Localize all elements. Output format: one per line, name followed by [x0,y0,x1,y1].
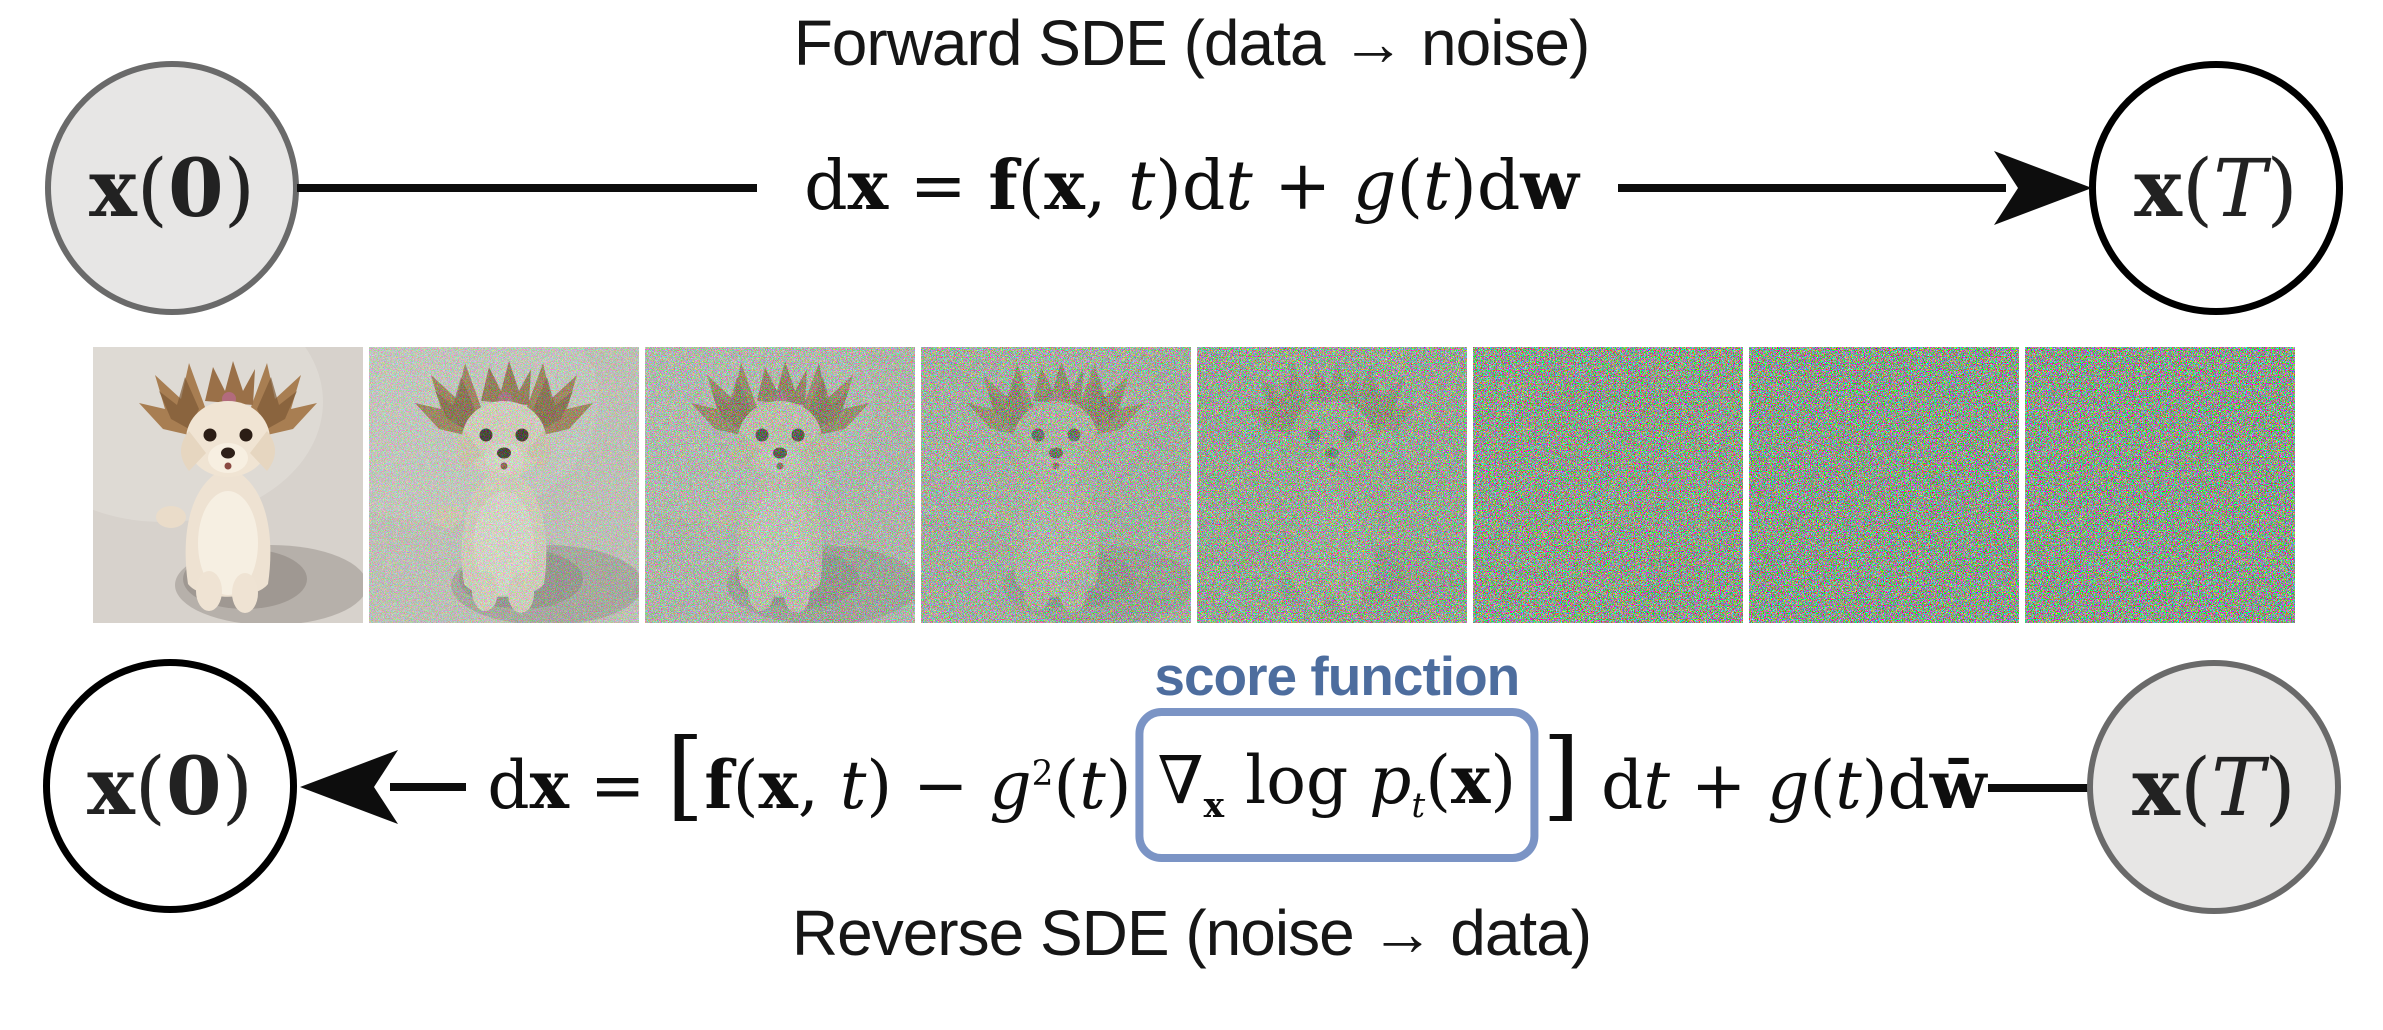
noise-frame [1749,347,2019,623]
node-x0-reverse: x(0) [43,659,297,913]
forward-sde-title: Forward SDE (data → noise) [793,7,1591,79]
score-function-term: ∇x log pt(x) [1157,740,1517,826]
noise-frame [1473,347,1743,623]
reverse-sde-title: Reverse SDE (noise → data) [791,897,1592,969]
reverse-line-left [390,783,466,791]
reverse-equation: dx = [f(x, t) − g2(t) score function ∇x … [487,649,1987,862]
node-xT-forward-label: x(T) [2134,141,2298,235]
forward-line-left [297,184,757,192]
forward-equation: dx = f(x, t)dt + g(t)dw [804,146,1579,226]
score-function-label: score function [1154,645,1520,707]
reverse-equation-pre: dx = [f(x, t) − g2(t) [487,717,1132,832]
noise-frame [645,347,915,623]
reverse-equation-post: ] dt + g(t)dw̄ [1542,717,1987,832]
noise-frame [369,347,639,623]
noise-frame [93,347,363,623]
node-xT-forward: x(T) [2089,61,2343,315]
reverse-line-right [1988,784,2088,792]
node-xT-reverse-label: x(T) [2132,740,2296,834]
node-xT-reverse: x(T) [2087,660,2341,914]
noise-frame [2025,347,2295,623]
noise-frame [1197,347,1467,623]
node-x0-forward: x(0) [45,61,299,315]
node-x0-reverse-label: x(0) [87,739,253,833]
forward-line-right [1618,184,2006,192]
forward-arrowhead-icon [1994,151,2092,225]
noise-strip [93,347,2295,623]
node-x0-forward-label: x(0) [89,141,255,235]
score-function-box: score function ∇x log pt(x) [1135,649,1539,862]
reverse-arrowhead-icon [300,750,398,824]
noise-frame [921,347,1191,623]
